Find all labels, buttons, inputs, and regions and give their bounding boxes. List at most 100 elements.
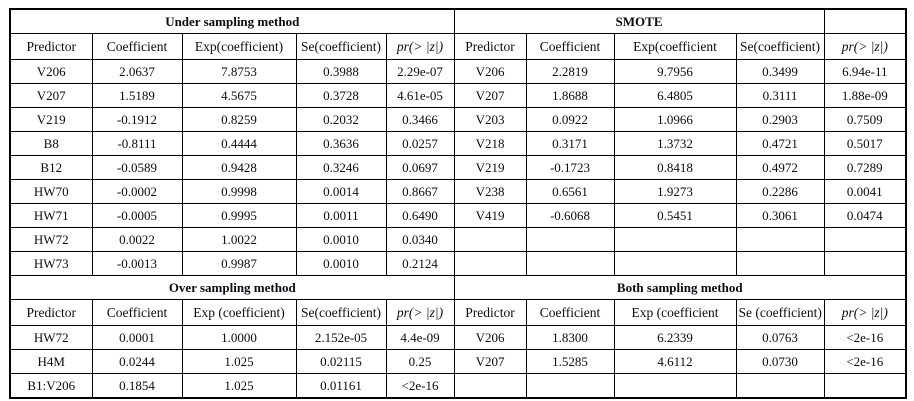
- column-header: Se(coefficient): [735, 33, 825, 60]
- cell: 2.29e-07: [385, 59, 455, 84]
- column-header: pr(> |z|): [823, 299, 907, 326]
- cell: 0.9428: [181, 155, 297, 180]
- empty-cell: [735, 373, 825, 399]
- cell: 1.0022: [181, 227, 297, 252]
- empty-cell: [453, 373, 527, 399]
- column-header: Coefficient: [91, 299, 183, 326]
- cell: 4.4e-09: [385, 325, 455, 350]
- cell: 0.3988: [295, 59, 387, 84]
- cell-predictor: H4M: [9, 349, 93, 374]
- empty-cell: [613, 227, 737, 252]
- cell-predictor: V206: [453, 325, 527, 350]
- cell-predictor: V203: [453, 107, 527, 132]
- cell: 2.0637: [91, 59, 183, 84]
- cell: <2e-16: [823, 349, 907, 374]
- empty-cell: [525, 373, 615, 399]
- cell: 0.7509: [823, 107, 907, 132]
- empty-cell: [735, 251, 825, 276]
- cell: 4.5675: [181, 83, 297, 108]
- cell: 4.61e-05: [385, 83, 455, 108]
- cell: 0.6490: [385, 203, 455, 228]
- regression-results-table: Under sampling method SMOTE Predictor Co…: [9, 8, 908, 399]
- cell: 0.3499: [735, 59, 825, 84]
- cell: 1.3732: [613, 131, 737, 156]
- empty-cell: [525, 227, 615, 252]
- column-header: Predictor: [9, 33, 93, 60]
- cell: 0.8667: [385, 179, 455, 204]
- cell: <2e-16: [823, 325, 907, 350]
- empty-cell: [735, 227, 825, 252]
- table-row: HW73 -0.0013 0.9987 0.0010 0.2124: [9, 251, 907, 276]
- column-header: Se (coefficient): [735, 299, 825, 326]
- cell-predictor: V219: [9, 107, 93, 132]
- column-header: Se(coefficient): [295, 33, 387, 60]
- table-row: Under sampling method SMOTE: [9, 8, 907, 34]
- cell: 6.94e-11: [823, 59, 907, 84]
- column-header: Exp(coefficient): [181, 33, 297, 60]
- cell: 0.0763: [735, 325, 825, 350]
- cell: 0.0730: [735, 349, 825, 374]
- cell: 0.9995: [181, 203, 297, 228]
- cell: 0.0001: [91, 325, 183, 350]
- cell-predictor: HW73: [9, 251, 93, 276]
- empty-cell: [613, 373, 737, 399]
- cell: 2.2819: [525, 59, 615, 84]
- cell-predictor: HW72: [9, 227, 93, 252]
- empty-cell: [525, 251, 615, 276]
- table-row: V206 2.0637 7.8753 0.3988 2.29e-07 V206 …: [9, 59, 907, 84]
- cell: 1.0966: [613, 107, 737, 132]
- cell: 0.8259: [181, 107, 297, 132]
- column-header: Exp(coefficient: [613, 33, 737, 60]
- cell: 0.02115: [295, 349, 387, 374]
- cell: 0.3466: [385, 107, 455, 132]
- cell: 0.2286: [735, 179, 825, 204]
- empty-cell: [453, 251, 527, 276]
- cell-predictor: V206: [9, 59, 93, 84]
- cell: 0.7289: [823, 155, 907, 180]
- cell: 0.9998: [181, 179, 297, 204]
- cell: 1.88e-09: [823, 83, 907, 108]
- column-header: Coefficient: [525, 33, 615, 60]
- cell: 6.4805: [613, 83, 737, 108]
- section-title-smote: SMOTE: [453, 8, 825, 34]
- cell: 0.3246: [295, 155, 387, 180]
- cell-predictor: HW71: [9, 203, 93, 228]
- empty-cell: [613, 251, 737, 276]
- column-header: pr(> |z|): [385, 33, 455, 60]
- column-header: Coefficient: [525, 299, 615, 326]
- table-row: Predictor Coefficient Exp (coefficient) …: [9, 299, 907, 326]
- cell: <2e-16: [385, 373, 455, 399]
- blank-cell: [823, 8, 907, 34]
- section-title-under-sampling: Under sampling method: [9, 8, 455, 34]
- cell: 0.3061: [735, 203, 825, 228]
- cell-predictor: V207: [453, 83, 527, 108]
- table-row: HW72 0.0001 1.0000 2.152e-05 4.4e-09 V20…: [9, 325, 907, 350]
- cell-predictor: HW70: [9, 179, 93, 204]
- cell: 0.1854: [91, 373, 183, 399]
- section-title-over-sampling: Over sampling method: [9, 275, 455, 300]
- column-header: Exp (coefficient): [181, 299, 297, 326]
- cell-predictor: HW72: [9, 325, 93, 350]
- cell: 0.3636: [295, 131, 387, 156]
- cell: 0.9987: [181, 251, 297, 276]
- column-header: Predictor: [9, 299, 93, 326]
- empty-cell: [823, 227, 907, 252]
- cell: 0.3111: [735, 83, 825, 108]
- cell: 6.2339: [613, 325, 737, 350]
- cell: 0.5017: [823, 131, 907, 156]
- table-row: H4M 0.0244 1.025 0.02115 0.25 V207 1.528…: [9, 349, 907, 374]
- table-row: B12 -0.0589 0.9428 0.3246 0.0697 V219 -0…: [9, 155, 907, 180]
- table-row: Over sampling method Both sampling metho…: [9, 275, 907, 300]
- cell: -0.8111: [91, 131, 183, 156]
- cell: 0.0010: [295, 227, 387, 252]
- table-row: HW71 -0.0005 0.9995 0.0011 0.6490 V419 -…: [9, 203, 907, 228]
- column-header: Se(coefficient): [295, 299, 387, 326]
- cell: 0.0010: [295, 251, 387, 276]
- cell: 1.8688: [525, 83, 615, 108]
- cell: 0.4972: [735, 155, 825, 180]
- table-row: V207 1.5189 4.5675 0.3728 4.61e-05 V207 …: [9, 83, 907, 108]
- cell: 0.01161: [295, 373, 387, 399]
- cell: 0.3728: [295, 83, 387, 108]
- cell: 0.4721: [735, 131, 825, 156]
